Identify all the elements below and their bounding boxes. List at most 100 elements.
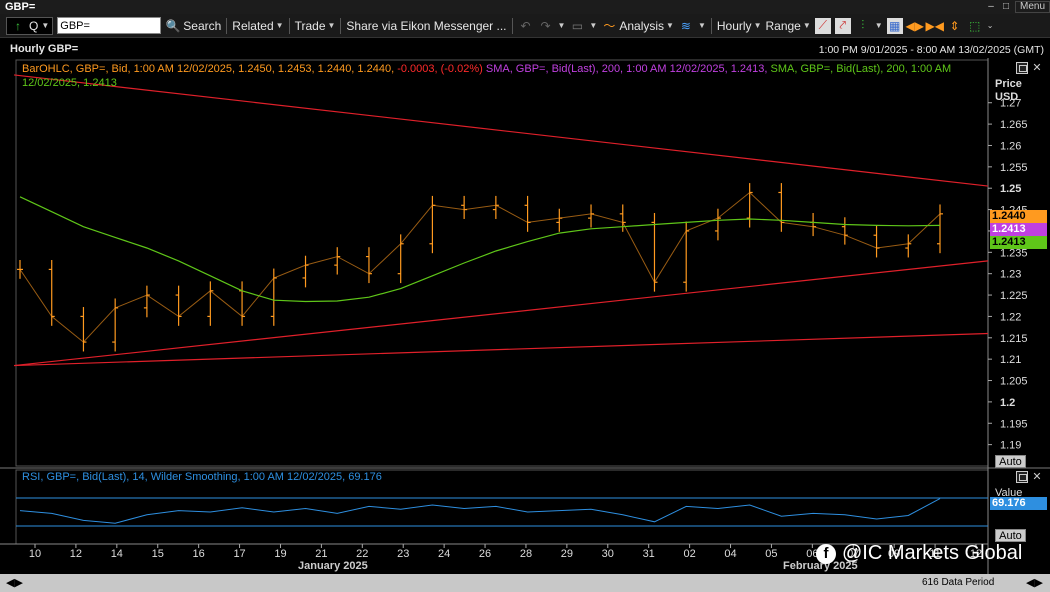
search-button[interactable]: 🔍 Search (165, 18, 222, 34)
price-axis-header: Price USD (995, 78, 1022, 104)
x-tick-label: 28 (520, 548, 532, 560)
x-tick-label: 07 (847, 548, 859, 560)
sma-green-tag: 1.2413 (990, 236, 1047, 249)
toolbar-divider (288, 17, 290, 34)
trendline (13, 74, 989, 187)
x-tick-label: 10 (29, 548, 41, 560)
x-tick-label: 12 (70, 548, 82, 560)
watermark-text: @IC Markets Global (842, 542, 1023, 564)
toolbar-divider (511, 17, 513, 34)
scroll-right-left-icon[interactable]: ◀▶ (1026, 577, 1043, 589)
legend-sma-green: SMA, GBP=, Bid(Last), 200, 1:00 AM 12/02… (22, 63, 952, 89)
trade-label: Trade (294, 18, 326, 33)
sma-200-line (19, 196, 941, 303)
search-icon: 🔍 (165, 18, 181, 33)
x-tick-label: 21 (315, 548, 327, 560)
related-label: Related (232, 18, 274, 33)
y-tick-label: 1.2 (1000, 397, 1015, 409)
analysis-menu[interactable]: 〜 Analysis ▼ (601, 18, 674, 34)
compare-chart-icon[interactable]: ⤤ (834, 17, 851, 34)
x-tick-label: 30 (602, 548, 614, 560)
legend-change: -0.0003, (-0.02%) (397, 63, 483, 75)
period-scrollbar[interactable]: ◀▶ 616 Data Period ◀▶ (0, 574, 1050, 592)
y-tick-label: 1.25 (1000, 183, 1021, 195)
ric-input[interactable] (57, 17, 162, 34)
close-rsi-pane-icon[interactable]: ✕ (1032, 471, 1042, 483)
window-title: GBP= (5, 1, 36, 13)
x-tick-label: 04 (724, 548, 736, 560)
x-tick-label: 14 (111, 548, 123, 560)
trendline (13, 332, 989, 367)
y-tick-label: 1.195 (1000, 418, 1028, 430)
x-tick-label: 19 (274, 548, 286, 560)
zoom-in-icon[interactable]: ▶◀ (925, 18, 944, 33)
data-period-label: 616 Data Period (922, 577, 995, 588)
x-tick-label: 16 (193, 548, 205, 560)
interval-menu[interactable]: Hourly ▼ (717, 19, 762, 33)
legend-sma-purple: SMA, GBP=, Bid(Last), 200, 1:00 AM 12/02… (485, 63, 768, 75)
range-menu[interactable]: Range ▼ (765, 19, 810, 33)
sma-purple-tag: 1.2413 (990, 223, 1047, 236)
range-label: Range (765, 18, 801, 33)
trade-menu[interactable]: Trade ▼ (295, 19, 336, 33)
x-tick-label: 17 (233, 548, 245, 560)
x-tick-label: 23 (397, 548, 409, 560)
close-pane-icon[interactable]: ✕ (1032, 62, 1042, 74)
scroll-left-right-icon[interactable]: ◀▶ (6, 577, 23, 589)
x-tick-label: 15 (152, 548, 164, 560)
x-tick-label: 24 (438, 548, 450, 560)
rsi-value-axis-label: Value (995, 487, 1023, 499)
rsi-legend: RSI, GBP=, Bid(Last), 14, Wilder Smoothi… (22, 471, 382, 483)
zoom-vertical-icon[interactable]: ⇕ (949, 18, 960, 33)
y-tick-label: 1.265 (1000, 119, 1028, 131)
undo-icon[interactable]: ↶ (520, 18, 531, 33)
price-close-line (19, 191, 941, 343)
more-chevron-icon[interactable]: ⌄ (986, 21, 994, 30)
y-tick-label: 1.21 (1000, 354, 1021, 366)
chevron-down-icon[interactable]: ▼ (557, 21, 566, 30)
price-legend: BarOHLC, GBP=, Bid, 1:00 AM 12/02/2025, … (22, 62, 1002, 90)
instrument-type-selector[interactable]: ↑ Q ▼ (6, 16, 54, 35)
last-price-tag: 1.2440 (990, 210, 1047, 223)
x-tick-label: 02 (683, 548, 695, 560)
table-view-icon[interactable]: ▦ (886, 17, 903, 34)
minimize-icon[interactable]: – (988, 1, 994, 12)
y-tick-label: 1.225 (1000, 290, 1028, 302)
chevron-down-icon[interactable]: ▼ (589, 21, 598, 30)
quote-type-label: Q (29, 18, 39, 33)
analysis-label: Analysis (619, 18, 665, 33)
y-tick-label: 1.23 (1000, 269, 1021, 281)
up-arrow-icon: ↑ (15, 18, 21, 33)
bar-type-icon[interactable]: ⫶ (861, 18, 865, 32)
currency-label: USD (995, 91, 1019, 103)
y-tick-label: 1.255 (1000, 162, 1028, 174)
share-button[interactable]: Share via Eikon Messenger ... (346, 19, 506, 33)
template-icon[interactable]: ▭ (571, 18, 584, 33)
trendline (13, 260, 989, 367)
chevron-down-icon[interactable]: ▼ (697, 21, 706, 30)
redo-icon[interactable]: ↷ (540, 18, 551, 33)
interval-label: Hourly (716, 18, 752, 33)
maximize-pane-icon[interactable] (1016, 62, 1028, 74)
price-auto-button[interactable]: Auto (995, 455, 1026, 468)
watermark: f @IC Markets Global (816, 542, 1022, 565)
menu-button[interactable]: Menu (1014, 1, 1050, 13)
analysis-icon: 〜 (603, 19, 616, 33)
chevron-down-icon: ▼ (41, 21, 50, 30)
x-tick-label: 06 (806, 548, 818, 560)
rsi-auto-button[interactable]: Auto (995, 529, 1026, 542)
line-chart-icon[interactable]: ⟋ (814, 17, 831, 34)
y-tick-label: 1.19 (1000, 440, 1021, 452)
maximize-rsi-pane-icon[interactable] (1016, 471, 1028, 483)
chevron-down-icon[interactable]: ▼ (874, 21, 883, 30)
toolbar-divider (710, 17, 712, 34)
select-icon[interactable]: ⬚ (969, 18, 981, 33)
facebook-icon: f (816, 543, 836, 564)
date-range: 1:00 PM 9/01/2025 - 8:00 AM 13/02/2025 (… (818, 44, 1044, 56)
related-menu[interactable]: Related ▼ (232, 19, 283, 33)
scroll-left-icon[interactable]: ◀▶ (905, 18, 924, 33)
chevron-down-icon: ▼ (753, 21, 762, 30)
studies-icon[interactable]: ≋ (680, 18, 691, 33)
restore-icon[interactable]: □ (1002, 1, 1009, 12)
